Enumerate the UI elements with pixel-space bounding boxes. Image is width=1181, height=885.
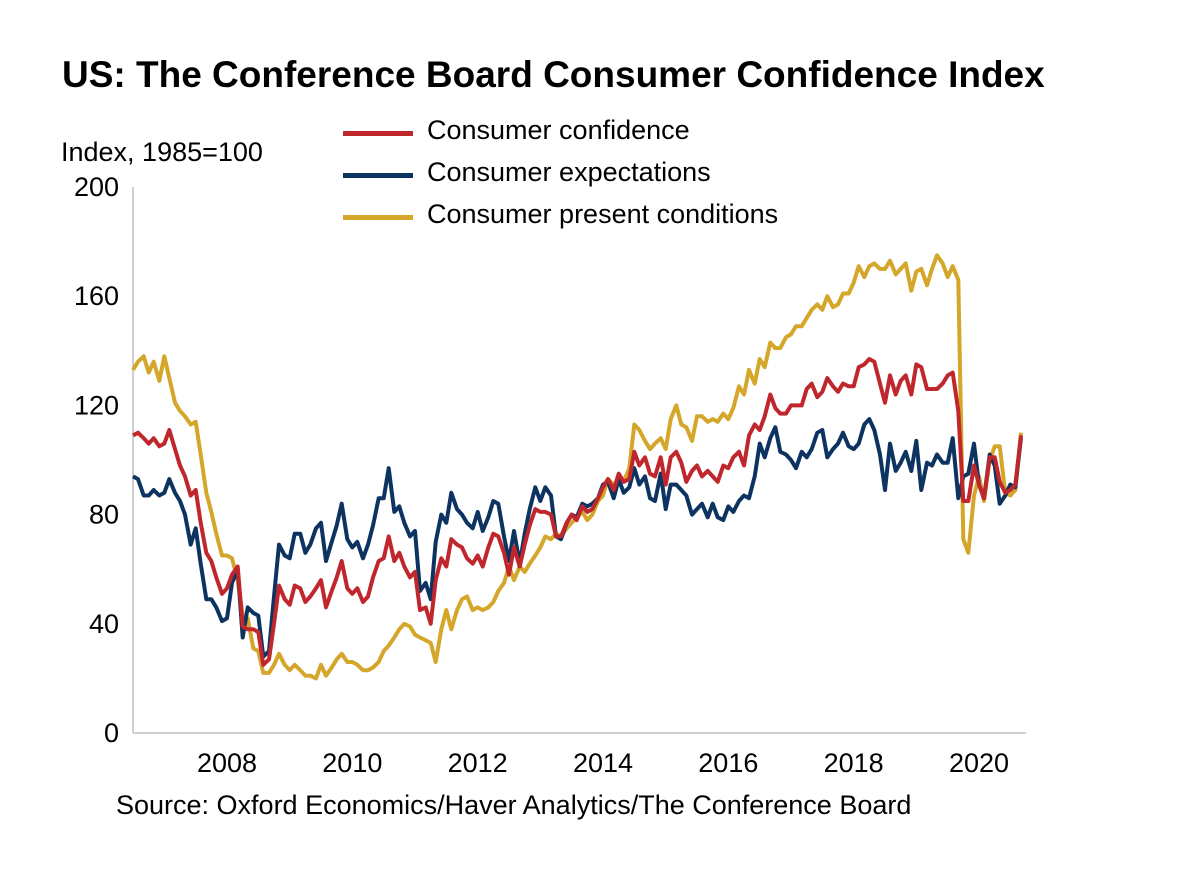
x-tick-label: 2010 — [322, 748, 382, 778]
y-tick-label: 120 — [74, 390, 119, 420]
series-lines — [131, 253, 1023, 681]
series-line-consumer-expectations — [132, 417, 1023, 659]
x-tick-labels: 2008 2010 2012 2014 2016 2018 2020 — [197, 748, 1009, 778]
x-tick-label: 2020 — [949, 748, 1009, 778]
y-axis-label: Index, 1985=100 — [61, 137, 263, 167]
legend-label-consumer-confidence: Consumer confidence — [427, 115, 690, 145]
chart-title: US: The Conference Board Consumer Confid… — [62, 54, 1045, 95]
axes — [132, 187, 1026, 734]
legend-swatch-consumer-confidence — [343, 131, 413, 136]
y-tick-label: 40 — [89, 609, 119, 639]
legend-swatch-consumer-expectations — [343, 173, 413, 178]
x-tick-label: 2016 — [698, 748, 758, 778]
y-tick-label: 160 — [74, 281, 119, 311]
y-tick-labels: 0 40 80 120 160 200 — [74, 172, 119, 748]
y-tick-label: 80 — [89, 500, 119, 530]
legend-label-consumer-present-conditions: Consumer present conditions — [427, 199, 779, 229]
series-line-consumer-confidence — [132, 357, 1023, 667]
legend-label-consumer-expectations: Consumer expectations — [427, 157, 711, 187]
legend-swatch-consumer-present-conditions — [343, 215, 413, 220]
x-tick-label: 2012 — [448, 748, 508, 778]
source-note: Source: Oxford Economics/Haver Analytics… — [116, 790, 912, 820]
x-tick-label: 2014 — [573, 748, 633, 778]
x-tick-label: 2018 — [824, 748, 884, 778]
y-tick-label: 200 — [74, 172, 119, 202]
x-tick-label: 2008 — [197, 748, 257, 778]
y-tick-label: 0 — [104, 718, 119, 748]
